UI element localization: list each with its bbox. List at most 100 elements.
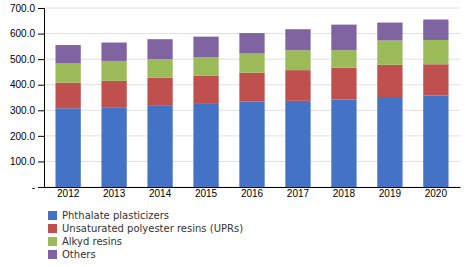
bar	[377, 98, 402, 187]
bar-series	[55, 20, 448, 64]
legend-swatch	[48, 224, 57, 233]
bar	[285, 29, 310, 50]
bar	[101, 43, 126, 61]
bar	[147, 105, 172, 187]
x-tick: 2018	[333, 188, 356, 199]
x-tick: 2013	[103, 188, 126, 199]
y-tick: 300.0	[10, 105, 44, 116]
bar	[101, 107, 126, 187]
x-tick: 2015	[195, 188, 218, 199]
y-tick: 700.0	[10, 3, 44, 14]
x-tick-label: 2018	[333, 188, 356, 199]
bar	[331, 68, 356, 100]
y-tick: -	[32, 182, 44, 193]
bars	[55, 20, 448, 187]
y-tick-mark	[38, 8, 44, 9]
y-tick-label: 700.0	[10, 3, 35, 14]
bar	[285, 50, 310, 70]
bar	[331, 100, 356, 187]
y-tick-mark	[38, 187, 44, 188]
x-tick: 2017	[287, 188, 310, 199]
x-tick-label: 2014	[149, 188, 172, 199]
y-tick-mark	[38, 161, 44, 162]
bar	[55, 45, 80, 63]
bar	[423, 40, 448, 64]
bar	[239, 73, 264, 102]
x-tick: 2020	[425, 188, 448, 199]
y-tick-mark	[38, 34, 44, 35]
bar	[239, 54, 264, 73]
legend-swatch	[48, 250, 57, 259]
legend-item: Others	[48, 249, 96, 260]
bar	[285, 101, 310, 187]
y-tick: 500.0	[10, 54, 44, 65]
bar	[423, 20, 448, 40]
legend-label: Phthalate plasticizers	[62, 210, 169, 221]
x-tick-label: 2020	[425, 188, 448, 199]
plot: - 100.0 200.0 300.0 400.0 500.0 600.0 700.0 2012…	[10, 3, 461, 199]
grid	[44, 8, 460, 187]
y-tick-label: 200.0	[10, 131, 35, 142]
legend-item: Alkyd resins	[48, 236, 122, 247]
x-tick-label: 2017	[287, 188, 310, 199]
bar	[147, 59, 172, 77]
y-axis-line	[38, 9, 45, 188]
chart: - 100.0 200.0 300.0 400.0 500.0 600.0 700.0 2012…	[0, 0, 470, 267]
bar	[423, 95, 448, 187]
y-tick-label: 500.0	[10, 54, 35, 65]
legend-item: Unsaturated polyester resins (UPRs)	[48, 223, 243, 234]
x-tick: 2016	[241, 188, 264, 199]
bar	[193, 103, 218, 187]
y-tick: 600.0	[10, 28, 44, 39]
legend-label: Alkyd resins	[62, 236, 122, 247]
y-tick-label: 100.0	[10, 156, 35, 167]
bar	[331, 50, 356, 67]
x-tick: 2014	[149, 188, 172, 199]
legend-label: Unsaturated polyester resins (UPRs)	[62, 223, 243, 234]
legend-swatch	[48, 211, 57, 220]
x-tick-label: 2019	[379, 188, 402, 199]
bar	[193, 76, 218, 104]
bar	[377, 23, 402, 41]
bar	[55, 63, 80, 82]
legend-label: Others	[62, 249, 96, 260]
bar	[377, 40, 402, 64]
x-tick: 2012	[57, 188, 80, 199]
bar	[193, 37, 218, 57]
y-tick-label: -	[32, 182, 35, 193]
y-tick-label: 300.0	[10, 105, 35, 116]
bar	[423, 64, 448, 95]
bar	[55, 108, 80, 187]
bar	[331, 25, 356, 51]
x-tick-label: 2013	[103, 188, 126, 199]
bar	[239, 33, 264, 53]
y-tick: 400.0	[10, 79, 44, 90]
bar	[239, 101, 264, 187]
y-tick: 100.0	[10, 156, 44, 167]
x-tick-label: 2012	[57, 188, 80, 199]
x-tick-label: 2015	[195, 188, 218, 199]
y-tick-label: 400.0	[10, 79, 35, 90]
bar	[147, 39, 172, 59]
legend-item: Phthalate plasticizers	[48, 210, 169, 221]
y-tick: 200.0	[10, 131, 44, 142]
x-tick-label: 2016	[241, 188, 264, 199]
y-tick-mark	[38, 136, 44, 137]
bar	[101, 61, 126, 81]
grid-line	[44, 8, 460, 9]
y-tick-mark	[38, 85, 44, 86]
bar	[55, 83, 80, 109]
bar	[377, 65, 402, 98]
bar-series	[55, 95, 448, 187]
bar	[147, 78, 172, 106]
y-tick-mark	[38, 110, 44, 111]
legend-swatch	[48, 237, 57, 246]
bar	[101, 81, 126, 107]
y-axis: - 100.0 200.0 300.0 400.0 500.0 600.0 700.0	[10, 3, 45, 193]
bar	[193, 57, 218, 75]
legend: Phthalate plasticizers Unsaturated polyes…	[48, 210, 243, 260]
x-tick: 2019	[379, 188, 402, 199]
y-tick-mark	[38, 59, 44, 60]
y-tick-label: 600.0	[10, 28, 35, 39]
x-axis: 2012 2013 2014 2015 2016 2017 2018 2019 2020	[45, 188, 461, 200]
